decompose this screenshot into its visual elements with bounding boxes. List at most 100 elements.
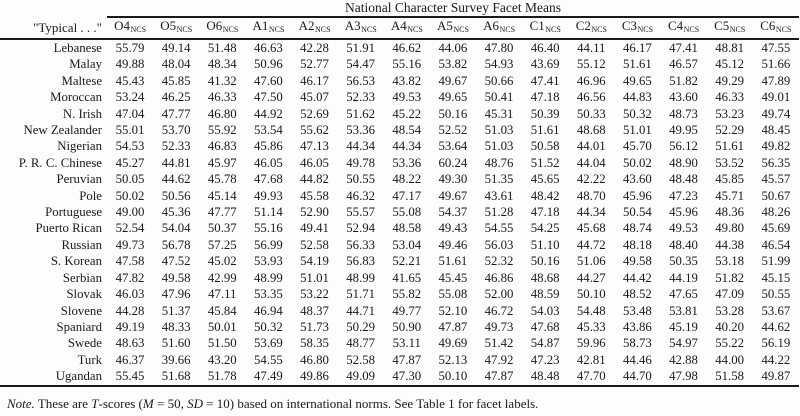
table-cell: 44.72 — [576, 237, 606, 252]
table-cell: 54.25 — [530, 221, 560, 236]
table-cell: 46.57 — [669, 57, 698, 72]
table-row: S. Korean 47.58 47.52 45.02 53.93 54.19 56.83 5… — [0, 253, 799, 269]
table-cell: 48.99 — [254, 270, 283, 285]
table-cell: 41.65 — [392, 270, 422, 285]
table-cell: 48.68 — [576, 123, 606, 138]
table-cell: 51.10 — [530, 237, 560, 252]
table-row: Maltese 45.43 45.85 41.32 47.60 46.17 56.53 43.… — [0, 73, 799, 89]
table-cell: 47.04 — [115, 106, 145, 121]
table-cell: 49.93 — [254, 188, 283, 203]
table-row: Spaniard 49.19 48.33 50.01 50.32 51.73 50.29 50… — [0, 319, 799, 335]
table-cell: 51.01 — [623, 123, 652, 138]
table-cell: 46.96 — [576, 73, 606, 88]
table-cell: 52.10 — [438, 303, 468, 318]
table-body: Lebanese 55.79 49.14 51.48 46.63 42.28 51.91 46… — [0, 39, 799, 386]
table-cell: 54.53 — [115, 139, 145, 154]
table-cell: 48.68 — [530, 270, 560, 285]
table-cell: 50.32 — [254, 319, 283, 334]
table-cell: 55.82 — [392, 287, 422, 302]
table-cell: 49.41 — [300, 221, 329, 236]
note-text: = 50, — [153, 395, 188, 411]
table-cell: 51.52 — [530, 155, 560, 170]
note-text: -scores ( — [98, 395, 143, 411]
table-cell: 51.06 — [576, 254, 606, 269]
table-cell: 49.80 — [715, 221, 745, 236]
table-cell: 53.35 — [254, 287, 283, 302]
row-label: Pole — [79, 188, 102, 203]
table-cell: 49.53 — [392, 90, 422, 105]
table-row: N. Irish 47.04 47.77 46.80 44.92 52.69 51.62 45… — [0, 106, 799, 122]
row-label: Spaniard — [56, 319, 103, 334]
table-cell: 47.13 — [300, 139, 329, 154]
table-cell: 44.27 — [576, 270, 606, 285]
table-cell: 53.69 — [254, 336, 283, 351]
note-italic-text: SD — [187, 395, 203, 411]
column-header-a2: A2NCS — [291, 17, 338, 40]
table-cell: 45.85 — [161, 73, 191, 88]
table-cell: 48.22 — [392, 172, 422, 187]
table-cell: 45.69 — [761, 221, 791, 236]
table-cell: 55.62 — [300, 123, 329, 138]
table-cell: 45.33 — [576, 319, 606, 334]
table-cell: 45.68 — [576, 221, 606, 236]
table-cell: 44.34 — [576, 205, 606, 220]
table-cell: 49.73 — [115, 237, 145, 252]
table-cell: 50.29 — [346, 319, 376, 334]
table-cell: 44.28 — [115, 303, 145, 318]
table-cell: 45.43 — [115, 73, 145, 88]
column-header-c1: C1NCS — [522, 17, 569, 40]
table-cell: 56.83 — [346, 254, 376, 269]
column-header-c4: C4NCS — [660, 17, 707, 40]
note-italic-text: T — [91, 395, 99, 411]
table-cell: 55.01 — [115, 123, 145, 138]
table-cell: 45.57 — [761, 172, 791, 187]
column-header-row: "Typical . . ." O4NCS O5NCS O6NCS A1NCS A2NC… — [0, 17, 799, 40]
table-cell: 45.86 — [254, 139, 283, 154]
table-cell: 47.87 — [438, 319, 468, 334]
table-cell: 49.73 — [484, 319, 514, 334]
row-label: Moroccan — [50, 90, 102, 105]
note-text: = 10) based on international norms. See … — [202, 395, 539, 411]
table-cell: 53.36 — [392, 155, 422, 170]
table-cell: 52.29 — [715, 123, 745, 138]
table-cell: 47.50 — [254, 90, 283, 105]
table-cell: 49.67 — [438, 188, 468, 203]
table-cell: 55.22 — [715, 336, 745, 351]
table-cell: 48.34 — [207, 57, 237, 72]
table-cell: 47.87 — [484, 369, 514, 384]
table-cell: 46.32 — [346, 188, 376, 203]
table-cell: 53.48 — [623, 303, 652, 318]
table-cell: 43.60 — [669, 90, 698, 105]
table-cell: 49.09 — [346, 369, 376, 384]
table-row: Portuguese 49.00 45.36 47.77 51.14 52.90 55.57… — [0, 204, 799, 220]
table-cell: 43.86 — [623, 319, 652, 334]
table-cell: 52.32 — [484, 254, 514, 269]
table-cell: 50.90 — [392, 319, 422, 334]
table-cell: 53.64 — [438, 139, 468, 154]
table-cell: 52.13 — [438, 352, 468, 367]
table-cell: 51.03 — [484, 139, 514, 154]
table-cell: 43.60 — [623, 172, 652, 187]
table-cell: 47.41 — [530, 73, 560, 88]
row-label: Swede — [67, 336, 102, 351]
table-cell: 58.35 — [300, 336, 329, 351]
table-cell: 53.11 — [392, 336, 421, 351]
table-cell: 44.19 — [669, 270, 698, 285]
table-cell: 44.38 — [715, 237, 745, 252]
table-cell: 55.16 — [254, 221, 283, 236]
table-cell: 55.57 — [346, 205, 376, 220]
table-cell: 51.48 — [207, 41, 237, 55]
table-cell: 56.03 — [484, 237, 514, 252]
table-cell: 41.32 — [207, 73, 237, 88]
table-row: Pole 50.02 50.56 45.14 49.93 45.58 46.32 47.17 4… — [0, 188, 799, 204]
table-cell: 48.45 — [761, 123, 791, 138]
table-cell: 48.36 — [715, 205, 745, 220]
table-cell: 47.09 — [715, 287, 745, 302]
table-cell: 50.01 — [207, 319, 237, 334]
table-row: Moroccan 53.24 46.25 46.33 47.50 45.07 52.33 49… — [0, 89, 799, 105]
table-cell: 54.55 — [254, 352, 283, 367]
table-cell: 49.43 — [438, 221, 468, 236]
table-cell: 52.58 — [346, 352, 376, 367]
table-cell: 47.70 — [576, 369, 606, 384]
table-cell: 52.90 — [300, 205, 329, 220]
